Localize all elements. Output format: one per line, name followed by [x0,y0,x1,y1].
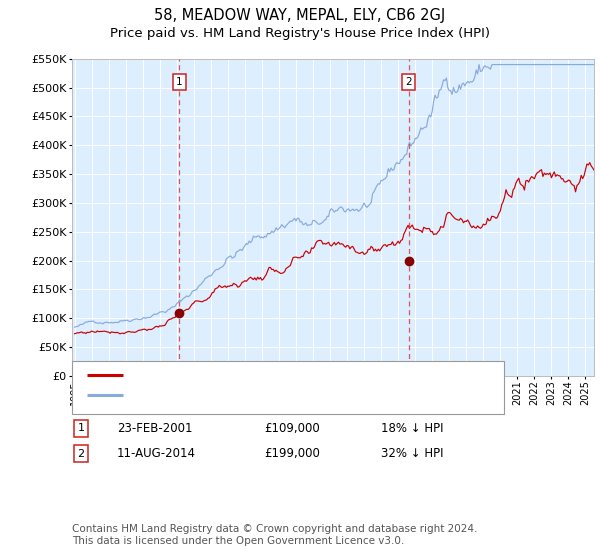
Text: 58, MEADOW WAY, MEPAL, ELY, CB6 2GJ: 58, MEADOW WAY, MEPAL, ELY, CB6 2GJ [154,8,446,24]
Text: Contains HM Land Registry data © Crown copyright and database right 2024.
This d: Contains HM Land Registry data © Crown c… [72,524,478,546]
Text: 32% ↓ HPI: 32% ↓ HPI [381,447,443,460]
Text: 1: 1 [176,77,182,87]
Text: 1: 1 [77,423,85,433]
Text: HPI: Average price, detached house, East Cambridgeshire: HPI: Average price, detached house, East… [132,390,461,400]
Text: £109,000: £109,000 [264,422,320,435]
Text: 23-FEB-2001: 23-FEB-2001 [117,422,193,435]
Text: 2: 2 [406,77,412,87]
Text: Price paid vs. HM Land Registry's House Price Index (HPI): Price paid vs. HM Land Registry's House … [110,27,490,40]
Text: 2: 2 [77,449,85,459]
Text: £199,000: £199,000 [264,447,320,460]
Text: 58, MEADOW WAY, MEPAL, ELY, CB6 2GJ (detached house): 58, MEADOW WAY, MEPAL, ELY, CB6 2GJ (det… [132,370,463,380]
Text: 18% ↓ HPI: 18% ↓ HPI [381,422,443,435]
Text: 11-AUG-2014: 11-AUG-2014 [117,447,196,460]
